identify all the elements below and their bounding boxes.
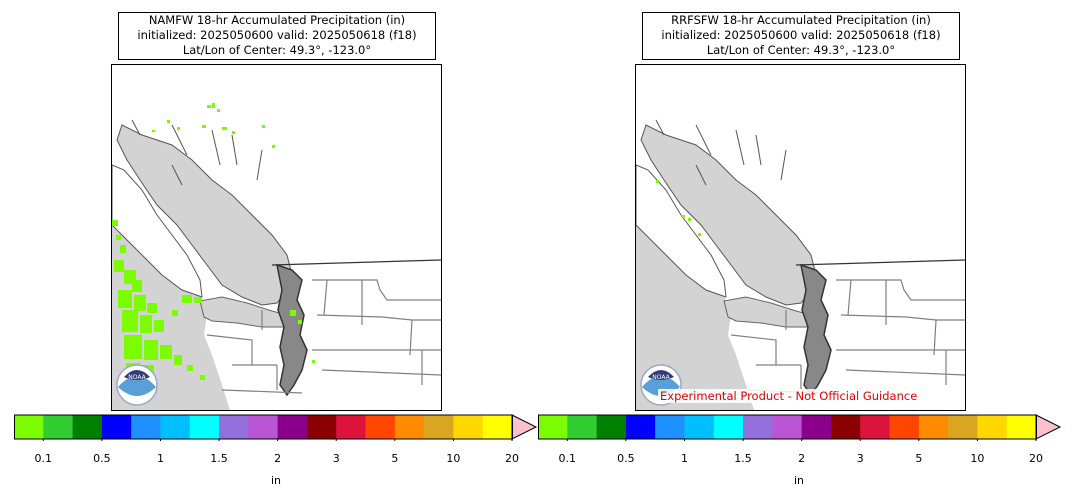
colorbar-segment	[889, 415, 920, 439]
colorbar-tick-label: 10	[446, 452, 461, 465]
colorbar	[14, 414, 538, 441]
colorbar-tick-label: 1.5	[734, 452, 752, 465]
colorbar-segment	[918, 415, 949, 439]
colorbar-extend-arrow	[1035, 414, 1062, 440]
precip-map: NOAA	[111, 64, 442, 411]
noaa-logo	[116, 364, 158, 406]
map-title-box: NAMFW 18-hr Accumulated Precipitation (i…	[118, 12, 436, 60]
title-line1: NAMFW 18-hr Accumulated Precipitation (i…	[148, 13, 406, 27]
strait-of-georgia	[116, 124, 293, 306]
strait-of-georgia	[640, 124, 817, 306]
colorbar-tick-label: 0.1	[34, 452, 53, 465]
map-title-box: RRFSFW 18-hr Accumulated Precipitation (…	[642, 12, 960, 60]
colorbar-tick-label: 5	[391, 452, 399, 465]
colorbar-segment	[131, 415, 161, 439]
colorbar-tick-label: 0.5	[93, 452, 111, 465]
panel-rrfsfw: RRFSFW 18-hr Accumulated Precipitation (…	[538, 0, 1076, 503]
colorbar-extend-arrow	[511, 414, 538, 440]
panel-namfw: NAMFW 18-hr Accumulated Precipitation (i…	[14, 12, 538, 487]
colorbar-segment	[306, 415, 337, 439]
logo-text: NOAA	[652, 374, 670, 381]
vancouver-island	[636, 164, 727, 298]
colorbar-segment	[160, 415, 191, 439]
colorbar-tick-label: 3	[856, 452, 864, 465]
colorbar-segment	[801, 415, 832, 439]
map-canvas: NOAA	[112, 103, 441, 410]
title-line2: initialized: 2025050600 valid: 202505061…	[137, 28, 417, 42]
title-line1: RRFSFW 18-hr Accumulated Precipitation (…	[671, 13, 931, 27]
precip-areas	[112, 103, 315, 383]
colorbar-tick-label: 5	[915, 452, 923, 465]
colorbar-segment	[713, 415, 744, 439]
colorbar-tick-label: 2	[798, 452, 806, 465]
colorbar-segment	[482, 415, 513, 439]
title-line3: Lat/Lon of Center: 49.3°, -123.0°	[182, 43, 372, 57]
colorbar-segment	[277, 415, 308, 439]
colorbar-segment	[43, 415, 74, 439]
puget-sound	[276, 263, 308, 397]
disclaimer-text: Experimental Product - Not Official Guid…	[658, 389, 920, 403]
colorbar-tick-label: 0.1	[558, 452, 577, 465]
colorbar-outline	[14, 414, 513, 440]
colorbar-tick-label: 1	[680, 452, 688, 465]
title-line2: initialized: 2025050600 valid: 202505061…	[661, 28, 941, 42]
colorbar-segment	[336, 415, 367, 439]
colorbar-tick-label: 20	[505, 452, 519, 465]
colorbar-segment	[830, 415, 861, 439]
colorbar-segment	[365, 415, 396, 439]
puget-sound	[800, 263, 832, 397]
colorbar-segment	[14, 415, 44, 439]
precip-map: NOAA	[635, 64, 966, 411]
colorbar-segment	[394, 415, 425, 439]
colorbar-segment	[596, 415, 627, 439]
colorbar-segment	[860, 415, 891, 439]
map-canvas: NOAA	[636, 119, 965, 410]
colorbar-segment	[538, 415, 568, 439]
title-line3: Lat/Lon of Center: 49.3°, -123.0°	[706, 43, 896, 57]
precip-areas	[656, 180, 701, 236]
colorbar-segment	[567, 415, 598, 439]
us-canada-border	[795, 259, 965, 266]
colorbar-segment	[72, 415, 103, 439]
colorbar-segment	[743, 415, 773, 439]
colorbar-tick-label: 1.5	[210, 452, 228, 465]
colorbar-segment	[772, 415, 803, 439]
colorbar-tick-label: 20	[1029, 452, 1043, 465]
colorbar-segment	[248, 415, 279, 439]
colorbar-segment	[948, 415, 978, 439]
colorbar-outline	[538, 414, 1037, 440]
colorbar-segment	[655, 415, 685, 439]
us-canada-border	[271, 259, 441, 266]
inlets	[131, 119, 263, 186]
colorbar	[538, 414, 1062, 441]
colorbar-unit: in	[793, 474, 805, 487]
colorbar-segment	[977, 415, 1008, 439]
colorbar-segment	[189, 415, 220, 439]
pacific-ocean	[636, 205, 754, 410]
colorbar-tick-label: 0.5	[617, 452, 635, 465]
colorbar-segment	[625, 415, 656, 439]
colorbar-segment	[453, 415, 484, 439]
colorbar-segment	[219, 415, 249, 439]
colorbar-tick-label: 2	[274, 452, 282, 465]
county-borders	[206, 279, 441, 394]
colorbar-tick-label: 3	[332, 452, 340, 465]
colorbar-segment	[684, 415, 715, 439]
colorbar-segment	[101, 415, 132, 439]
inlets	[655, 119, 787, 186]
colorbar-unit: in	[270, 474, 282, 487]
colorbar-tick-label: 1	[156, 452, 164, 465]
colorbar-segment	[424, 415, 454, 439]
colorbar-tick-label: 10	[970, 452, 985, 465]
logo-text: NOAA	[128, 374, 146, 381]
colorbar-segment	[1006, 415, 1037, 439]
